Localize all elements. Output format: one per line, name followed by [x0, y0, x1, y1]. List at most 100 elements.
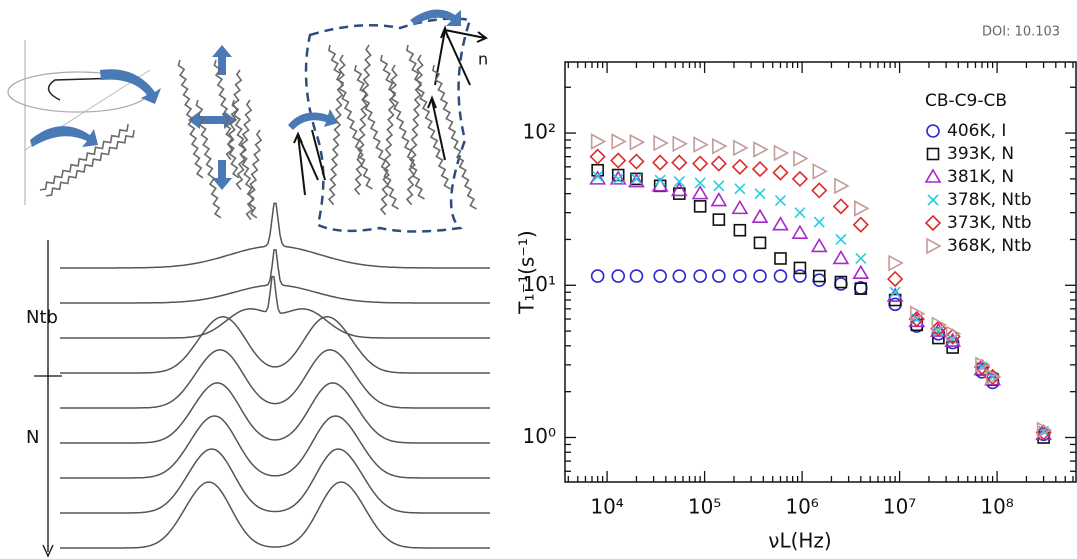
director-arrows [434, 24, 488, 86]
rotation-arrow [47, 77, 121, 101]
marker [612, 173, 624, 185]
molecule [380, 54, 425, 200]
marker [753, 141, 769, 158]
marker [731, 199, 749, 215]
marker [855, 252, 867, 265]
marker [812, 163, 828, 180]
y-tick-label: 10⁰ [523, 424, 556, 448]
marker [671, 154, 688, 171]
spectrum [60, 249, 490, 304]
marker [832, 198, 850, 215]
x-tick-label: 10⁷ [883, 495, 916, 519]
director-arrows [427, 95, 446, 161]
legend-marker [926, 147, 940, 161]
x-tick-label: 10⁸ [980, 495, 1013, 519]
blue-arrow [188, 111, 212, 129]
marker [713, 180, 725, 192]
marker [834, 177, 850, 195]
legend-marker [924, 168, 942, 183]
marker [772, 164, 789, 181]
molecule [231, 99, 258, 219]
spectrum [60, 382, 490, 444]
legend-title: CB-C9-CB [925, 91, 1007, 111]
marker [611, 133, 627, 150]
marker [812, 269, 826, 283]
molecule [225, 69, 243, 161]
molecule [405, 54, 424, 206]
marker [791, 170, 809, 188]
marker [932, 331, 945, 345]
molecule [39, 123, 129, 191]
marker [932, 325, 944, 337]
marker [691, 185, 709, 200]
marker [835, 233, 847, 246]
marker [693, 200, 707, 213]
molecule [177, 59, 204, 179]
marker [793, 150, 809, 167]
x-axis-title: νL(Hz) [768, 529, 831, 553]
legend-label: 393K, N [947, 144, 1014, 164]
marker [753, 269, 767, 283]
y-tick-label: 10² [523, 120, 556, 144]
marker [984, 368, 1001, 386]
marker [672, 269, 687, 283]
marker [946, 341, 959, 354]
marker [945, 325, 962, 343]
marker [754, 188, 766, 200]
marker [772, 216, 789, 231]
marker [854, 282, 868, 295]
marker [931, 316, 948, 334]
marker [852, 216, 869, 233]
marker [653, 269, 667, 283]
blue-arrow [410, 9, 461, 26]
marker [887, 270, 904, 288]
molecule [327, 54, 346, 206]
director-arrows [293, 129, 326, 196]
legend-label: 406K, I [947, 121, 1006, 141]
marker [591, 163, 604, 177]
blue-arrow [100, 69, 161, 104]
marker [888, 254, 904, 272]
marker [712, 137, 728, 155]
legend-marker [926, 237, 942, 255]
blue-arrow [30, 126, 98, 147]
molecule [353, 44, 372, 196]
legend-label: 378K, Ntb [947, 190, 1032, 210]
molecule [245, 129, 263, 221]
marker [628, 172, 645, 188]
molecule [195, 99, 222, 219]
marker [653, 134, 669, 152]
spectrum [60, 202, 490, 269]
marker [710, 192, 728, 207]
marker [810, 237, 828, 253]
marker [751, 208, 769, 224]
marker [670, 181, 688, 197]
marker [753, 236, 767, 250]
blue-arrow [288, 109, 338, 130]
marker [712, 213, 726, 226]
marker [652, 154, 669, 171]
marker [672, 135, 688, 153]
legend-marker [926, 124, 940, 138]
marker [793, 269, 807, 283]
spectrum [60, 316, 490, 374]
marker [852, 264, 870, 280]
spectrum [60, 349, 490, 409]
marker [734, 183, 746, 195]
legend-label: 373K, Ntb [947, 213, 1032, 233]
marker [712, 269, 726, 283]
molecules [39, 44, 477, 221]
marker [693, 269, 707, 283]
molecule [213, 59, 240, 179]
marker [611, 168, 625, 182]
marker [774, 252, 787, 265]
x-tick-label: 10⁶ [785, 495, 818, 519]
marker [589, 170, 607, 185]
marker [629, 269, 644, 283]
marker [975, 356, 991, 374]
phase-label: Ntb [26, 307, 58, 328]
y-tick-label: 10¹ [523, 272, 556, 296]
legend-marker [927, 194, 939, 206]
spectra [60, 202, 490, 549]
molecule [379, 64, 398, 216]
